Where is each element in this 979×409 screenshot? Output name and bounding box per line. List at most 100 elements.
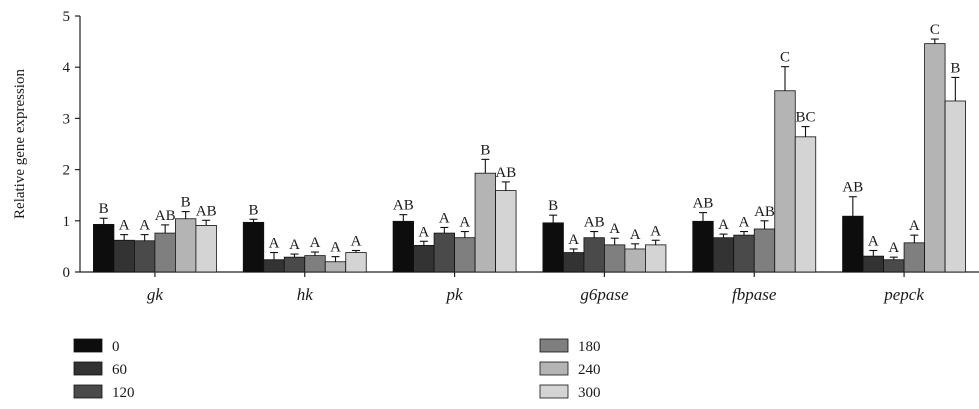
significance-label: A — [650, 223, 661, 239]
bar-pepck-120 — [883, 259, 905, 273]
y-tick-label: 1 — [63, 214, 71, 230]
bar-hk-300 — [345, 252, 367, 273]
legend-swatch-300 — [539, 384, 569, 399]
axes: 0 1 2 3 4 5 Relative gene expression — [12, 9, 979, 281]
significance-label: B — [480, 142, 490, 158]
bar-fbpase-60 — [712, 237, 735, 273]
significance-label: BC — [795, 110, 815, 126]
significance-label: A — [909, 218, 920, 234]
legend-label-120: 120 — [112, 385, 135, 401]
significance-label: A — [568, 232, 579, 248]
bar-fbpase-300 — [794, 136, 817, 273]
bar-pepck-240 — [924, 43, 946, 273]
significance-label: AB — [842, 180, 863, 196]
legend-label-240: 240 — [578, 362, 601, 378]
bar-g6pase-240 — [624, 248, 646, 273]
bar-gk-0 — [93, 223, 115, 273]
legend-label-300: 300 — [578, 385, 601, 401]
y-tick-label: 3 — [63, 111, 71, 127]
significance-label: A — [868, 233, 879, 249]
significance-label: A — [739, 215, 750, 231]
significance-label: A — [289, 237, 300, 253]
significance-label: B — [181, 195, 191, 211]
significance-label: AB — [196, 203, 217, 219]
significance-label: AB — [495, 165, 516, 181]
significance-label: B — [248, 202, 258, 218]
legend-swatch-180 — [539, 338, 569, 353]
bar-g6pase-0 — [542, 222, 564, 273]
bar-g6pase-60 — [563, 252, 585, 273]
category-labels: gk hk pk g6pase fbpase pepck — [147, 272, 924, 304]
bar-pepck-180 — [903, 242, 925, 273]
legend-label-60: 60 — [112, 362, 127, 378]
legend-label-0: 0 — [112, 339, 120, 355]
significance-label: A — [439, 210, 450, 226]
significance-label: C — [930, 22, 940, 38]
category-label-pk: pk — [446, 285, 464, 304]
significance-label: A — [459, 215, 470, 231]
bar-pk-300 — [495, 190, 517, 273]
legend-swatch-0 — [73, 338, 103, 353]
significance-label: A — [888, 240, 899, 256]
bar-pk-60 — [413, 244, 435, 273]
bar-g6pase-180 — [604, 244, 626, 273]
y-tick-label: 0 — [63, 265, 71, 281]
significance-label: AB — [155, 208, 176, 224]
category-label-gk: gk — [147, 285, 164, 304]
bar-gk-60 — [113, 239, 135, 273]
bar-gk-120 — [134, 240, 156, 273]
significance-label: A — [609, 221, 620, 237]
y-axis-label: Relative gene expression — [12, 69, 28, 219]
significance-label: A — [351, 233, 362, 249]
legend-label-180: 180 — [578, 339, 601, 355]
significance-label: AB — [393, 198, 414, 214]
significance-label: AB — [693, 196, 714, 212]
bar-hk-120 — [283, 256, 306, 273]
significance-label: A — [418, 224, 429, 240]
bar-pepck-0 — [842, 215, 864, 273]
bar-pepck-300 — [944, 100, 966, 273]
category-label-hk: hk — [297, 285, 314, 304]
bar-gk-240 — [175, 218, 197, 273]
bar-fbpase-180 — [753, 228, 776, 273]
bar-g6pase-300 — [645, 244, 667, 273]
category-label-pepck: pepck — [883, 285, 924, 304]
bar-fbpase-240 — [774, 90, 796, 273]
category-label-g6pase: g6pase — [580, 285, 629, 304]
bar-hk-0 — [242, 221, 265, 273]
bar-pk-0 — [392, 220, 414, 273]
bar-pk-120 — [433, 232, 455, 273]
y-tick-label: 4 — [63, 60, 71, 76]
bar-gk-300 — [195, 225, 217, 273]
y-tick-label: 5 — [63, 9, 71, 25]
significance-label: A — [119, 218, 130, 234]
significance-label: A — [330, 240, 341, 256]
bar-g6pase-120 — [583, 237, 605, 273]
bar-pepck-60 — [862, 255, 884, 273]
bar-gk-180 — [154, 232, 176, 273]
significance-label: AB — [754, 204, 775, 220]
significance-label: B — [99, 201, 109, 217]
significance-label: B — [548, 198, 558, 214]
significance-label: AB — [584, 215, 605, 231]
bar-hk-180 — [304, 255, 326, 273]
legend: 0 60 120 180 240 300 — [73, 338, 601, 401]
significance-label: A — [139, 218, 150, 234]
significance-label: B — [950, 60, 960, 76]
legend-swatch-240 — [539, 361, 569, 376]
bar-fbpase-0 — [692, 220, 714, 273]
bar-hk-240 — [324, 261, 347, 273]
legend-swatch-60 — [73, 361, 103, 376]
y-tick-label: 2 — [63, 163, 71, 179]
bar-pk-180 — [454, 237, 476, 273]
bar-hk-60 — [263, 259, 285, 273]
significance-label: C — [780, 50, 790, 66]
significance-label: A — [269, 236, 280, 252]
bar-pk-240 — [474, 172, 496, 273]
bar-fbpase-120 — [733, 234, 755, 273]
category-label-fbpase: fbpase — [732, 285, 777, 304]
significance-label: A — [718, 217, 729, 233]
significance-label: A — [630, 227, 641, 243]
